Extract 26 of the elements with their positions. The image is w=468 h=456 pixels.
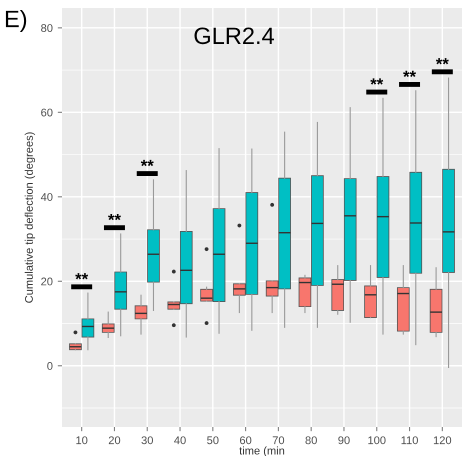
x-tick-label: 120	[434, 436, 452, 444]
x-tick-label: 60	[240, 436, 252, 444]
x-tick-label: 90	[338, 436, 350, 444]
annotation: **	[75, 273, 88, 280]
x-tick-label: 40	[174, 436, 186, 444]
y-tick-label: 60	[41, 108, 53, 116]
x-tick-label: 70	[272, 436, 284, 444]
y-tick-label: 80	[41, 24, 53, 32]
y-tick-label: 0	[47, 362, 53, 370]
x-tick-label: 20	[108, 436, 120, 444]
x-tick-label: 30	[141, 436, 153, 444]
y-tick-label: 40	[40, 193, 53, 201]
annotation: **	[370, 78, 384, 85]
annotation: **	[403, 70, 416, 77]
annotation: **	[436, 58, 449, 64]
y-tick-label: 20	[41, 278, 53, 286]
text: GLR2.4	[194, 27, 274, 44]
y-axis-title: Cumulative tip deflection (degrees)	[24, 132, 36, 303]
annotation: **	[108, 214, 121, 220]
x-tick-label: 110	[402, 436, 418, 444]
x-tick-label: 50	[207, 436, 219, 444]
x-tick-label: 10	[76, 436, 88, 444]
text: E)	[6, 10, 26, 32]
annotation: **	[140, 160, 154, 166]
x-tick-label: 80	[305, 436, 317, 444]
x-tick-label: 100	[368, 436, 386, 444]
